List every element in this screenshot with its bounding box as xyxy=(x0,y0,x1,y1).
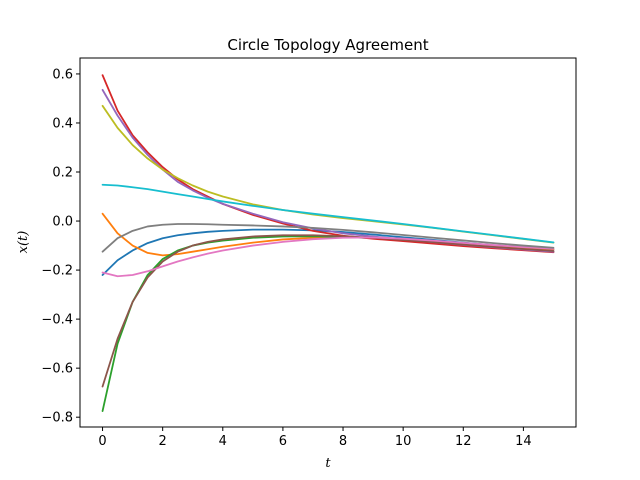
series-line-4 xyxy=(101,74,555,254)
y-tick-label: 0.2 xyxy=(52,166,73,181)
x-tick-label: 6 xyxy=(279,434,287,449)
y-tick-label: 0.6 xyxy=(52,67,73,82)
x-tick-label: 14 xyxy=(515,434,532,449)
y-tick-label: −0.6 xyxy=(41,362,73,377)
y-tick-label: −0.4 xyxy=(41,313,73,328)
y-tick-label: −0.8 xyxy=(41,411,73,426)
series-line-7 xyxy=(101,236,555,278)
series-line-9 xyxy=(101,104,555,244)
y-tick-label: 0.4 xyxy=(52,116,73,131)
series-line-5 xyxy=(101,88,555,253)
x-tick-label: 0 xyxy=(98,434,106,449)
series-line-6 xyxy=(101,234,555,388)
series-line-10 xyxy=(101,183,555,244)
x-tick-label: 10 xyxy=(395,434,412,449)
y-tick-label: −0.2 xyxy=(41,264,73,279)
chart-title: Circle Topology Agreement xyxy=(227,36,428,54)
y-axis: −0.8 −0.6 −0.4 −0.2 0.0 0.2 0.4 0.6 xyxy=(41,67,80,426)
y-tick-label: 0.0 xyxy=(52,215,73,230)
x-tick-label: 12 xyxy=(455,434,472,449)
series-line-8 xyxy=(101,223,555,253)
y-axis-label: x(t) xyxy=(16,231,31,254)
series-line-3 xyxy=(101,235,555,412)
x-tick-label: 4 xyxy=(219,434,227,449)
x-axis: 0 2 4 6 8 10 12 14 xyxy=(98,427,532,449)
plot-area xyxy=(101,74,555,412)
axes-frame xyxy=(79,57,577,428)
x-axis-label: t xyxy=(325,456,331,471)
x-tick-label: 8 xyxy=(339,434,347,449)
x-tick-label: 2 xyxy=(159,434,167,449)
